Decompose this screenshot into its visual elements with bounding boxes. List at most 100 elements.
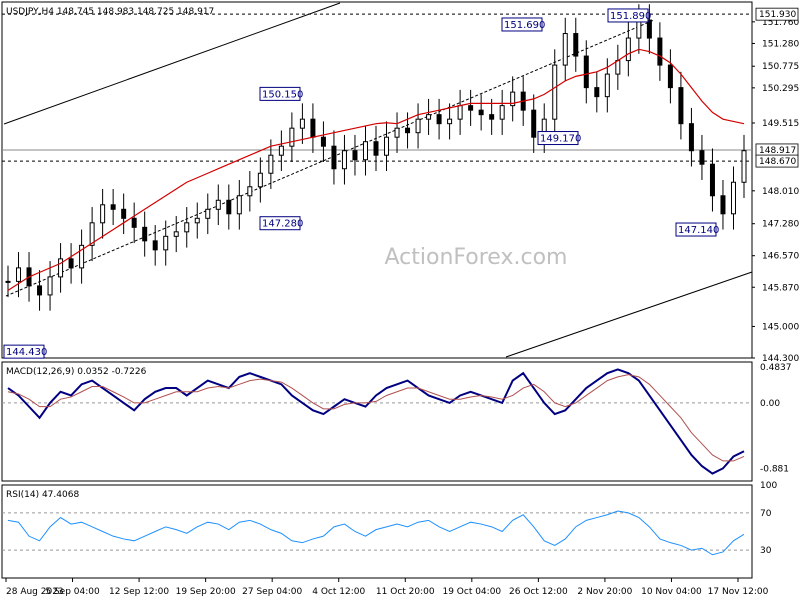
candle-body [478, 109, 484, 116]
candle-body [247, 186, 253, 197]
x-tick-label: 5 Sep 04:00 [45, 587, 100, 597]
candle-body [678, 87, 684, 125]
swing-label-box [259, 86, 301, 101]
candle-body [394, 127, 400, 138]
candle-body [236, 195, 242, 215]
swing-label: 151.890 [610, 11, 651, 22]
candle-body [16, 267, 22, 282]
rsi-tick-label: 30 [760, 546, 772, 556]
candle-body [657, 37, 663, 66]
candle-body [447, 118, 453, 125]
swing-label: 144.430 [6, 347, 47, 358]
candle-body [436, 114, 442, 125]
x-tick-label: 4 Oct 12:00 [312, 587, 365, 597]
candle-body [173, 231, 179, 237]
candle-body [604, 73, 610, 98]
swing-label: 147.280 [262, 219, 303, 230]
rsi-line [7, 510, 745, 556]
swing-label-box [501, 17, 543, 32]
price-tick-label: 151.280 [762, 39, 799, 49]
candle-body [688, 123, 694, 152]
candle-body [184, 222, 190, 233]
candle-body [131, 217, 137, 228]
macd-panel-frame [1, 361, 753, 482]
price-tick-label: 149.515 [762, 119, 799, 129]
price-title: USDJPY,H4 148.745 148.983 148.725 148.91… [6, 7, 214, 17]
candle-body [583, 55, 589, 89]
candle-body [100, 204, 106, 224]
candle-body [121, 208, 127, 219]
candle-body [142, 226, 148, 242]
candle-body [720, 195, 726, 215]
candle-body [194, 217, 200, 224]
candle-body [730, 181, 736, 215]
swing-label-box [675, 222, 717, 237]
hline-label-148670: 148.670 [759, 157, 796, 167]
x-tick-label: 19 Sep 20:00 [176, 587, 236, 597]
hline-label-148670-box [755, 154, 799, 168]
macd-label: MACD(12,26,9) 0.0352 -0.7226 [6, 367, 147, 377]
candle-body [699, 150, 705, 165]
candle-body [320, 136, 326, 147]
candle-body [562, 33, 568, 66]
price-tick-label: 146.570 [762, 252, 799, 262]
swing-label-box [3, 344, 45, 359]
rsi-label: RSI(14) 47.4068 [6, 490, 79, 500]
swing-label: 147.140 [678, 225, 719, 236]
candle-body [58, 258, 64, 278]
candle-body [531, 109, 537, 138]
moving-average-line [7, 48, 745, 291]
swing-label-box [259, 216, 301, 231]
x-tick-label: 27 Sep 04:00 [242, 587, 302, 597]
candle-body [47, 276, 53, 296]
x-tick-label: 17 Nov 12:00 [708, 587, 769, 597]
price-tick-label: 150.295 [762, 84, 799, 94]
macd-line-signal [7, 374, 745, 462]
candle-body [226, 199, 232, 215]
candle-body [268, 154, 274, 174]
swing-label: 149.170 [540, 134, 581, 145]
rsi-tick-label: 100 [760, 481, 777, 491]
candle-body [426, 114, 432, 120]
hline-label-151930: 151.930 [759, 10, 796, 20]
candle-body [741, 150, 747, 183]
candle-body [257, 172, 263, 188]
upper-channel-line [3, 2, 341, 125]
macd-tick-label: 0.4837 [760, 363, 792, 373]
candle-body [215, 199, 221, 210]
candle-body [163, 235, 169, 251]
x-tick-label: 12 Sep 12:00 [109, 587, 169, 597]
candle-body [331, 145, 337, 170]
price-tick-label: 151.760 [762, 18, 799, 28]
candle-body [310, 118, 316, 138]
candle-body [594, 87, 600, 98]
candle-body [352, 150, 358, 161]
x-tick-label: 28 Aug 2023 [6, 587, 64, 597]
rsi-panel-frame [1, 484, 753, 579]
x-tick-label: 10 Nov 04:00 [641, 587, 702, 597]
candle-body [499, 105, 505, 120]
rsi-tick-label: 70 [760, 509, 772, 519]
candle-body [110, 204, 116, 210]
lower-channel-line [505, 271, 753, 358]
candle-body [384, 136, 390, 156]
candle-body [415, 118, 421, 134]
candle-body [489, 114, 495, 120]
candle-body [615, 60, 621, 75]
macd-tick-label: -0.881 [760, 464, 789, 474]
current-price-label: 148.917 [759, 146, 796, 156]
candle-body [552, 64, 558, 120]
x-tick-label: 11 Oct 20:00 [376, 587, 435, 597]
dashed-trend-line [5, 19, 655, 297]
candle-body [625, 37, 631, 62]
candle-body [405, 127, 411, 134]
candle-body [278, 145, 284, 156]
candle-body [510, 91, 516, 107]
candle-body [468, 105, 474, 111]
candle-body [341, 150, 347, 170]
swing-label-box [537, 131, 579, 146]
candle-body [373, 141, 379, 156]
x-tick-label: 2 Nov 20:00 [577, 587, 632, 597]
macd-tick-label: 0.00 [760, 399, 780, 409]
